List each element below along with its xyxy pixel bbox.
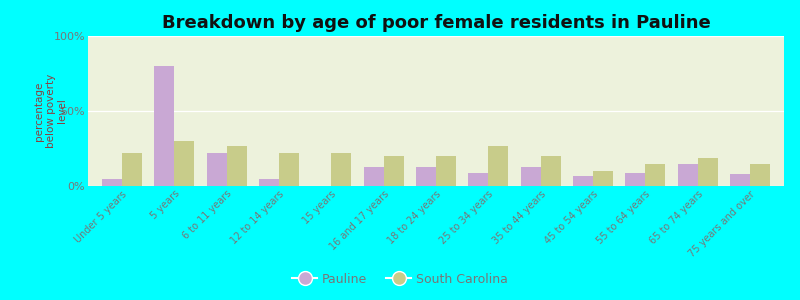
- Bar: [154, 66, 174, 186]
- Bar: [626, 172, 646, 186]
- Bar: [573, 176, 593, 186]
- Bar: [384, 156, 403, 186]
- Bar: [593, 171, 613, 186]
- Bar: [206, 153, 226, 186]
- Bar: [521, 167, 541, 186]
- Bar: [226, 146, 246, 186]
- Y-axis label: percentage
below poverty
level: percentage below poverty level: [34, 74, 67, 148]
- Title: Breakdown by age of poor female residents in Pauline: Breakdown by age of poor female resident…: [162, 14, 710, 32]
- Bar: [259, 178, 279, 186]
- Bar: [646, 164, 666, 186]
- Bar: [331, 153, 351, 186]
- Bar: [416, 167, 436, 186]
- Legend: Pauline, South Carolina: Pauline, South Carolina: [287, 268, 513, 291]
- Bar: [174, 141, 194, 186]
- Bar: [364, 167, 384, 186]
- Bar: [730, 174, 750, 186]
- Bar: [678, 164, 698, 186]
- Bar: [750, 164, 770, 186]
- Bar: [698, 158, 718, 186]
- Bar: [279, 153, 299, 186]
- Bar: [541, 156, 561, 186]
- Bar: [122, 153, 142, 186]
- Bar: [436, 156, 456, 186]
- Bar: [488, 146, 508, 186]
- Bar: [102, 178, 122, 186]
- Bar: [469, 172, 488, 186]
